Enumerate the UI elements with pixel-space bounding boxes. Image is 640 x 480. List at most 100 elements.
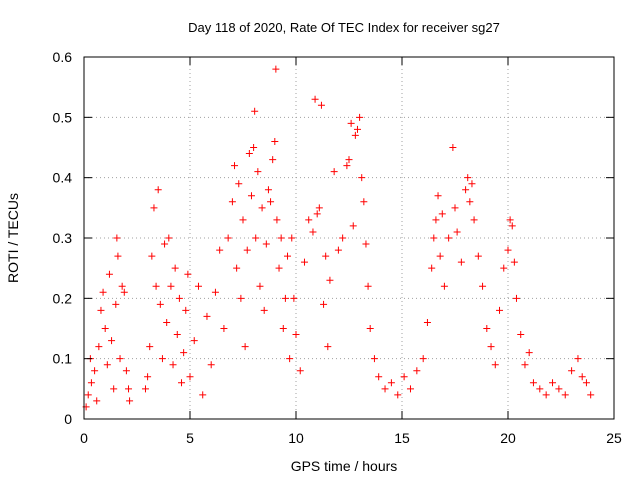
y-tick-label: 0.1 [53, 351, 73, 367]
data-point [216, 246, 224, 254]
x-axis-label: GPS time / hours [291, 458, 398, 474]
data-point [91, 367, 99, 375]
data-point [512, 294, 520, 302]
data-point [322, 252, 330, 260]
data-point [574, 355, 582, 363]
data-point [84, 391, 92, 399]
data-point [587, 391, 595, 399]
y-axis-label: ROTI / TECUs [5, 193, 21, 283]
data-point [423, 318, 431, 326]
data-point [161, 240, 169, 248]
grid-lines [84, 57, 614, 419]
data-point [508, 222, 516, 230]
axis-ticks: 0 0.1 0.2 0.3 0.4 0.5 0.6 0 5 10 15 20 25 [53, 49, 622, 446]
data-point [366, 325, 374, 332]
data-point [279, 325, 287, 332]
data-point [364, 282, 372, 290]
data-point [233, 264, 241, 272]
data-point [440, 282, 448, 290]
x-tick-label: 10 [288, 430, 304, 446]
data-point [468, 180, 476, 188]
data-point [504, 246, 512, 254]
chart-title: Day 118 of 2020, Rate Of TEC Index for r… [188, 20, 500, 35]
data-point [114, 252, 122, 260]
x-tick-label: 5 [186, 430, 194, 446]
data-point [479, 282, 487, 290]
data-point [173, 331, 181, 339]
data-point [241, 343, 249, 351]
data-point [258, 204, 266, 212]
data-point [438, 210, 446, 218]
data-point [272, 65, 280, 73]
data-point [561, 391, 569, 399]
data-point [178, 379, 186, 387]
data-point [141, 385, 149, 393]
data-point [156, 300, 164, 308]
data-point [326, 276, 334, 284]
data-point [146, 343, 154, 351]
data-point [356, 113, 364, 121]
data-point [271, 137, 279, 145]
x-tick-label: 0 [80, 430, 88, 446]
data-point [470, 216, 478, 224]
data-point [315, 204, 323, 212]
data-point [93, 397, 101, 405]
data-point [555, 385, 563, 393]
data-point [474, 252, 482, 260]
x-tick-label: 25 [606, 430, 622, 446]
data-point [320, 300, 328, 308]
data-point [122, 367, 130, 375]
data-point [245, 150, 253, 158]
data-point [264, 186, 272, 194]
data-point [353, 125, 361, 133]
data-point [175, 294, 183, 302]
data-point [360, 198, 368, 206]
data-point [343, 162, 351, 170]
data-point [517, 331, 525, 339]
data-point [309, 228, 317, 236]
data-point [203, 312, 211, 320]
data-point [428, 264, 436, 272]
data-point [445, 234, 453, 242]
data-point [430, 234, 438, 242]
data-point [400, 373, 408, 381]
data-point [491, 361, 499, 369]
data-point [252, 234, 260, 242]
data-point [510, 258, 518, 266]
data-point [250, 144, 258, 151]
data-point [288, 234, 296, 242]
data-point [300, 258, 308, 266]
data-point [496, 306, 504, 314]
data-point [451, 204, 459, 212]
data-point [453, 228, 461, 236]
data-point [281, 294, 289, 302]
data-point [194, 282, 202, 290]
data-point [413, 367, 421, 375]
data-point [239, 216, 247, 224]
data-point [125, 385, 133, 393]
data-point [362, 240, 370, 248]
data-point [262, 240, 270, 248]
data-point [466, 198, 474, 206]
data-point [243, 246, 251, 254]
data-point [95, 343, 103, 351]
data-points [82, 65, 595, 411]
data-point [345, 156, 353, 164]
x-tick-label: 15 [394, 430, 410, 446]
data-point [334, 246, 342, 254]
data-point [113, 234, 121, 242]
data-point [267, 198, 275, 206]
data-point [110, 385, 118, 393]
data-point [506, 216, 514, 224]
y-tick-label: 0.2 [53, 290, 73, 306]
data-point [290, 294, 298, 302]
y-tick-label: 0 [64, 411, 72, 427]
data-point [549, 379, 557, 387]
data-point [211, 288, 219, 296]
data-point [521, 361, 529, 369]
data-point [120, 288, 128, 296]
data-point [525, 349, 533, 357]
data-point [529, 379, 537, 387]
data-point [99, 288, 107, 296]
